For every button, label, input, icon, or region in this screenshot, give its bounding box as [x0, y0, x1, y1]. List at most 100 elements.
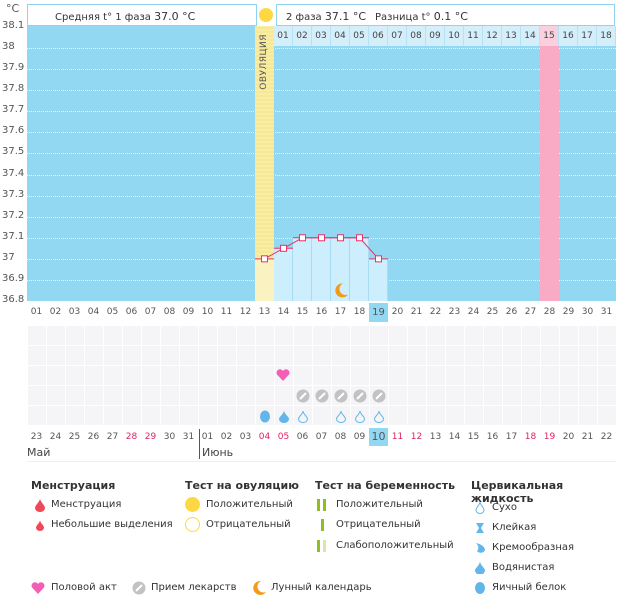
x-tick-label[interactable]: 22	[429, 307, 442, 317]
x-tick-label[interactable]: 15	[296, 307, 309, 317]
medication-pill-icon[interactable]	[315, 389, 329, 403]
x-tick-label[interactable]: 31	[600, 307, 613, 317]
calendar-date[interactable]: 03	[239, 432, 252, 442]
calendar-date[interactable]: 17	[505, 432, 518, 442]
calendar-date[interactable]: 04	[258, 432, 271, 442]
calendar-date[interactable]: 12	[410, 432, 423, 442]
calendar-date[interactable]: 22	[600, 432, 613, 442]
calendar-date[interactable]: 02	[220, 432, 233, 442]
calendar-date[interactable]: 16	[486, 432, 499, 442]
x-tick-label[interactable]: 01	[30, 307, 43, 317]
x-tick-label[interactable]: 17	[334, 307, 347, 317]
x-tick-label[interactable]: 03	[68, 307, 81, 317]
temperature-point[interactable]	[318, 234, 325, 242]
x-tick-label[interactable]: 05	[106, 307, 119, 317]
x-tick-label[interactable]: 13	[258, 307, 271, 317]
calendar-date[interactable]: 10	[369, 428, 388, 446]
calendar-date[interactable]: 11	[391, 432, 404, 442]
calendar-date[interactable]: 25	[68, 432, 81, 442]
medication-pill-icon[interactable]	[334, 389, 348, 403]
x-tick-label[interactable]: 23	[448, 307, 461, 317]
fluid-dry-icon[interactable]	[354, 409, 366, 423]
fluid-dry-icon[interactable]	[335, 409, 347, 423]
calendar-date[interactable]: 13	[429, 432, 442, 442]
calendar-date[interactable]: 08	[334, 432, 347, 442]
temperature-line-segment	[359, 237, 379, 260]
x-tick-label[interactable]: 20	[391, 307, 404, 317]
temperature-point[interactable]	[356, 234, 363, 242]
calendar-date[interactable]: 24	[49, 432, 62, 442]
x-tick-label[interactable]: 26	[505, 307, 518, 317]
x-tick-label[interactable]: 24	[467, 307, 480, 317]
x-tick-label[interactable]: 02	[49, 307, 62, 317]
x-tick-label[interactable]: 21	[410, 307, 423, 317]
fluid-egg-white-icon[interactable]	[259, 409, 271, 423]
temperature-fill-bar	[350, 237, 369, 301]
calendar-date[interactable]: 01	[201, 432, 214, 442]
calendar-date[interactable]: 29	[144, 432, 157, 442]
phase1-label: Средняя t° 1 фаза	[55, 12, 151, 23]
intercourse-heart-icon[interactable]	[276, 369, 290, 381]
calendar-date[interactable]: 09	[353, 432, 366, 442]
temperature-point[interactable]	[375, 255, 382, 263]
x-tick-label[interactable]: 27	[524, 307, 537, 317]
x-tick-label[interactable]: 30	[581, 307, 594, 317]
x-tick-label[interactable]: 18	[353, 307, 366, 317]
y-tick-label: 36.8	[2, 294, 25, 305]
temperature-point[interactable]	[280, 244, 287, 252]
gridline	[27, 153, 616, 155]
gridline	[27, 69, 616, 71]
medication-pill-icon[interactable]	[296, 389, 310, 403]
x-tick-label[interactable]: 28	[543, 307, 556, 317]
x-tick-label[interactable]: 16	[315, 307, 328, 317]
calendar-date[interactable]: 19	[543, 432, 556, 442]
fluid-watery-icon[interactable]	[278, 409, 290, 423]
phase2-label: 2 фаза	[286, 12, 322, 23]
fluid-dry-icon[interactable]	[373, 409, 385, 423]
x-tick-label[interactable]: 11	[220, 307, 233, 317]
calendar-date[interactable]: 28	[125, 432, 138, 442]
events-grid[interactable]	[27, 325, 616, 425]
temperature-point[interactable]	[337, 234, 344, 242]
x-tick-label[interactable]: 08	[163, 307, 176, 317]
calendar-date[interactable]: 31	[182, 432, 195, 442]
calendar-date[interactable]: 07	[315, 432, 328, 442]
phase2-day-number: 18	[597, 26, 616, 46]
x-tick-label[interactable]: 12	[239, 307, 252, 317]
ovulation-fill	[255, 258, 274, 301]
x-tick-label[interactable]: 04	[87, 307, 100, 317]
phase2-day-number: 02	[293, 26, 312, 46]
x-tick-label[interactable]: 29	[562, 307, 575, 317]
calendar-date[interactable]: 05	[277, 432, 290, 442]
calendar-date[interactable]: 06	[296, 432, 309, 442]
calendar-date[interactable]: 18	[524, 432, 537, 442]
medication-pill-icon[interactable]	[372, 389, 386, 403]
temperature-point[interactable]	[299, 234, 306, 242]
x-tick-label[interactable]: 09	[182, 307, 195, 317]
ovulation-negative-icon	[185, 517, 200, 532]
fluid-dry-icon[interactable]	[297, 409, 309, 423]
medication-pill-icon[interactable]	[353, 389, 367, 403]
x-tick-label[interactable]: 10	[201, 307, 214, 317]
x-tick-label[interactable]: 25	[486, 307, 499, 317]
x-tick-label[interactable]: 19	[369, 303, 388, 322]
calendar-date[interactable]: 21	[581, 432, 594, 442]
calendar-date[interactable]: 20	[562, 432, 575, 442]
calendar-date[interactable]: 15	[467, 432, 480, 442]
x-tick-label[interactable]: 07	[144, 307, 157, 317]
phase2-day-number: 17	[578, 26, 597, 46]
phase2-day-number: 10	[445, 26, 464, 46]
temperature-point[interactable]	[261, 255, 268, 263]
calendar-date[interactable]: 26	[87, 432, 100, 442]
calendar-date[interactable]: 23	[30, 432, 43, 442]
phase1-value: 37.0 °C	[154, 10, 196, 23]
calendar-date[interactable]: 14	[448, 432, 461, 442]
temperature-difference: Разница t° 0.1 °C	[375, 10, 468, 23]
calendar-date[interactable]: 30	[163, 432, 176, 442]
x-tick-label[interactable]: 06	[125, 307, 138, 317]
calendar-date[interactable]: 27	[106, 432, 119, 442]
temperature-chart[interactable]: 01 02 03 04 05 06 07 08 09 10 11 12 13 14 15 16 17 18 ОВУ…	[27, 26, 616, 301]
y-axis-unit: °C	[6, 2, 20, 15]
x-tick-label[interactable]: 14	[277, 307, 290, 317]
phase1-average: Средняя t° 1 фаза 37.0 °C	[55, 10, 195, 23]
